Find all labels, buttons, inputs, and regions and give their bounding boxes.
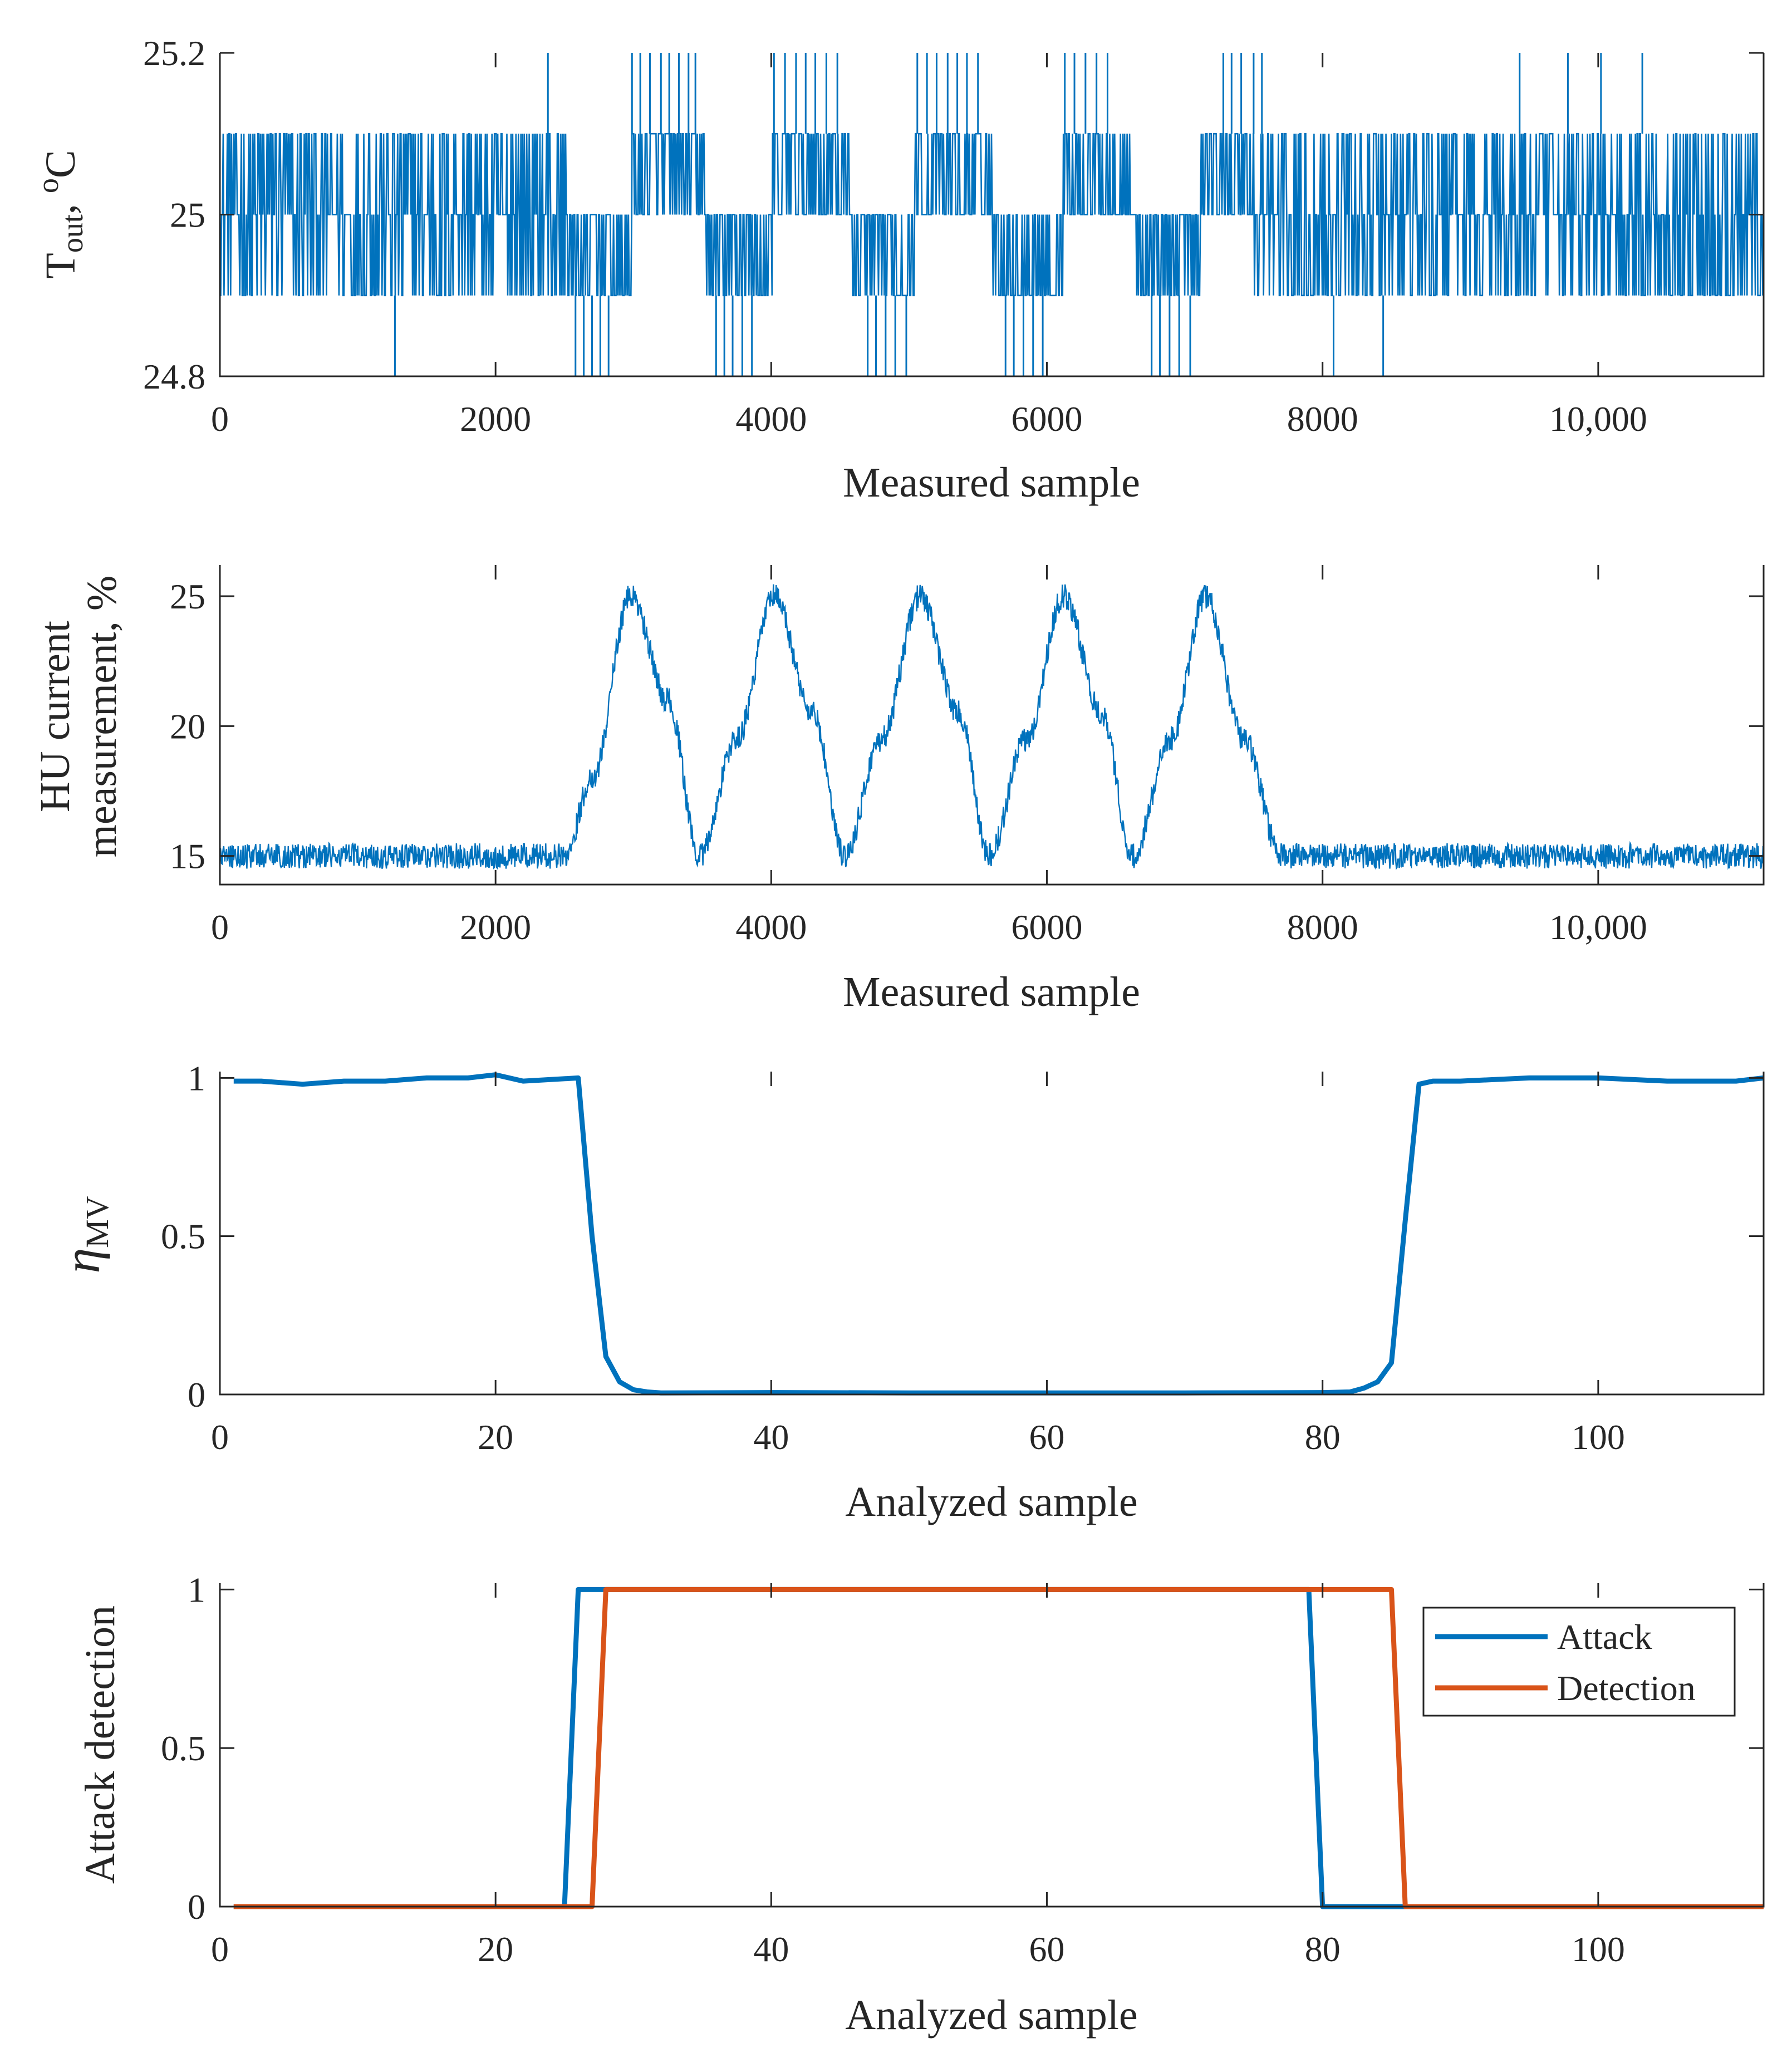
hu-current-ytick-label: 25	[170, 577, 205, 616]
hu-current-xlabel: Measured sample	[843, 969, 1140, 1015]
t-out-ylabel-unit: C	[37, 150, 84, 178]
t-out-ylabel-sup: o	[31, 178, 65, 193]
hu-current-ticks: 0 2000 4000 6000 8000 10,000 15 20 25	[170, 565, 1764, 947]
attack-detection-ytick-label: 0.5	[161, 1728, 205, 1768]
eta-mv-xtick-label: 60	[1029, 1417, 1065, 1457]
eta-mv-xtick-label: 40	[753, 1417, 789, 1457]
attack-detection-xtick-label: 100	[1572, 1929, 1625, 1969]
eta-mv-series	[233, 1072, 1764, 1396]
legend-label-attack: Attack	[1557, 1617, 1652, 1657]
eta-mv-line-eta-mv	[233, 1072, 1764, 1396]
t-out-ylabel-sub: out	[56, 214, 89, 253]
t-out-xlabel: Measured sample	[843, 459, 1140, 506]
attack-detection-xtick-label: 20	[478, 1929, 513, 1969]
hu-current-xtick-label: 8000	[1287, 907, 1358, 947]
t-out-xtick-label: 10,000	[1549, 399, 1647, 439]
hu-current-ytick-label: 15	[170, 837, 205, 876]
chart-hu-current: 0 2000 4000 6000 8000 10,000 15 20 25 Measured s…	[32, 565, 1765, 1015]
hu-current-xtick-label: 6000	[1012, 907, 1083, 947]
eta-mv-xtick-label: 80	[1305, 1417, 1341, 1457]
t-out-xtick-label: 2000	[460, 399, 531, 439]
hu-current-series	[219, 584, 1765, 870]
t-out-xtick-label: 0	[211, 399, 229, 439]
svg-text:Tout, oC: Tout, oC	[31, 150, 89, 278]
t-out-line	[220, 132, 1764, 297]
t-out-ylabel-sep: ,	[37, 193, 84, 214]
eta-mv-ylabel: ηMV	[53, 1196, 115, 1273]
hu-current-xtick-label: 2000	[460, 907, 531, 947]
t-out-xtick-label: 8000	[1287, 399, 1358, 439]
eta-mv-ytick-label: 0	[188, 1375, 205, 1414]
attack-detection-xtick-label: 0	[211, 1929, 229, 1969]
t-out-xtick-label: 6000	[1012, 399, 1083, 439]
t-out-series	[220, 53, 1764, 376]
eta-mv-xtick-label: 0	[211, 1417, 229, 1457]
eta-mv-xtick-label: 20	[478, 1417, 513, 1457]
t-out-ylabel: Tout, oC	[31, 150, 89, 278]
eta-mv-ytick-label: 1	[188, 1058, 205, 1098]
attack-detection-ylabel: Attack detection	[77, 1605, 124, 1884]
t-out-ylabel-main: T	[37, 253, 84, 278]
eta-mv-ylabel-sub: MV	[79, 1196, 115, 1248]
attack-detection-axes	[219, 1583, 1765, 1908]
attack-detection-ytick-label: 1	[188, 1570, 205, 1609]
eta-mv-ytick-label: 0.5	[161, 1217, 205, 1256]
chart-t-out: 0 2000 4000 6000 8000 10,000 24.8 25 25.2 Measur…	[31, 33, 1765, 506]
attack-detection-xtick-label: 60	[1029, 1929, 1065, 1969]
hu-current-xtick-label: 0	[211, 907, 229, 947]
eta-mv-ticks: 0 20 40 60 80 100 0 0.5 1	[161, 1058, 1764, 1457]
chart-attack-detection: 0 20 40 60 80 100 0 0.5 1 Analyzed sample Attack…	[77, 1570, 1765, 2039]
hu-current-xtick-label: 4000	[735, 907, 807, 947]
svg-text:ηMV: ηMV	[53, 1196, 115, 1273]
eta-mv-axes	[219, 1072, 1765, 1396]
hu-current-axes	[219, 565, 1765, 886]
chart-eta-mv: 0 20 40 60 80 100 0 0.5 1 Analyzed sample ηMV	[53, 1058, 1765, 1525]
hu-current-ylabel-line1: HU current	[32, 621, 78, 812]
t-out-ytick-label: 25	[170, 195, 205, 235]
t-out-ytick-label: 24.8	[143, 357, 205, 396]
attack-detection-xtick-label: 80	[1305, 1929, 1341, 1969]
eta-mv-xtick-label: 100	[1572, 1417, 1625, 1457]
hu-current-ytick-label: 20	[170, 706, 205, 746]
hu-current-xtick-label: 10,000	[1549, 907, 1647, 947]
eta-mv-ylabel-main: η	[53, 1248, 110, 1274]
t-out-xtick-label: 4000	[735, 399, 807, 439]
attack-detection-ytick-label: 0	[188, 1887, 205, 1927]
eta-mv-xlabel: Analyzed sample	[845, 1479, 1137, 1525]
attack-detection-xlabel: Analyzed sample	[845, 1992, 1137, 2039]
hu-current-ylabel-line2: measurement, %	[78, 576, 125, 857]
t-out-ticks: 0 2000 4000 6000 8000 10,000 24.8 25 25.2	[143, 33, 1764, 439]
t-out-ytick-label: 25.2	[143, 33, 205, 73]
attack-detection-ticks: 0 20 40 60 80 100 0 0.5 1	[161, 1570, 1764, 1969]
legend: Attack Detection	[1422, 1607, 1736, 1717]
hu-current-line	[219, 584, 1765, 870]
attack-detection-xtick-label: 40	[753, 1929, 789, 1969]
legend-box	[1422, 1607, 1736, 1717]
legend-label-detection: Detection	[1557, 1668, 1696, 1708]
